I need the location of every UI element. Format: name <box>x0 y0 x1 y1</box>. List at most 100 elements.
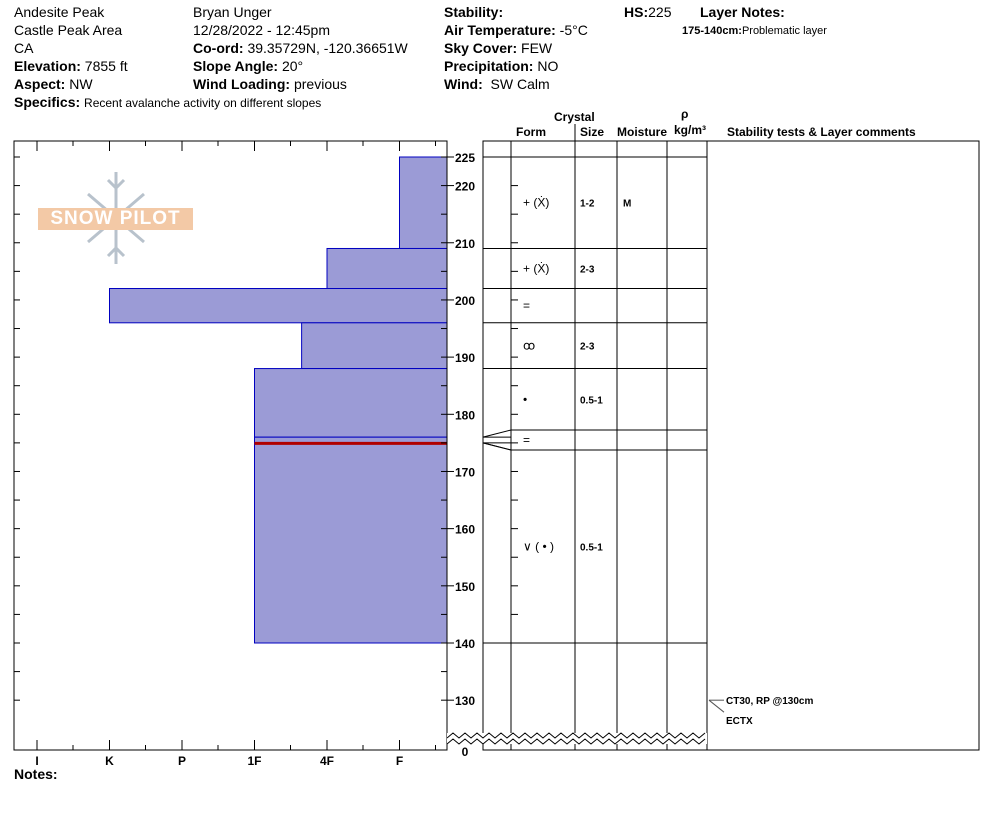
crystal-form: ꝏ <box>523 339 535 353</box>
hardness-bar <box>399 156 448 249</box>
notes-label: Notes: <box>14 766 58 782</box>
crystal-form: = <box>523 433 530 447</box>
elevation-label: Elevation: <box>14 58 81 74</box>
air-temp-label: Air Temperature: <box>444 22 556 38</box>
axis-break-zigzag <box>446 732 706 739</box>
crystal-form: + (Ẋ) <box>523 261 549 275</box>
sky-value: FEW <box>521 40 553 56</box>
precip-value: NO <box>537 58 559 74</box>
hardness-tick-label: 4F <box>320 754 334 768</box>
size-header: Size <box>580 125 605 139</box>
depth-tick-label: 150 <box>455 580 475 594</box>
stability-label: Stability: <box>444 4 504 20</box>
test-arrow-icon <box>708 699 725 713</box>
crystal-size: 1-2 <box>580 199 595 210</box>
layer-note: 175-140cm:Problematic layer <box>682 22 827 40</box>
stability-test: CT30, RP @130cm <box>726 696 813 707</box>
hardness-bar <box>326 247 448 290</box>
datetime: 12/28/2022 - 12:45pm <box>193 22 330 38</box>
depth-tick-label: 210 <box>455 237 475 251</box>
depth-tick-label: 190 <box>455 351 475 365</box>
layer-note-text: Problematic layer <box>741 25 827 37</box>
area: Castle Peak Area <box>14 22 123 38</box>
slope: Slope Angle: 20° <box>193 57 303 75</box>
specifics-value: Recent avalanche activity on different s… <box>84 96 322 110</box>
specifics: Specifics: Recent avalanche activity on … <box>14 93 321 112</box>
crystal-form: • <box>523 392 527 406</box>
location: Andesite Peak <box>14 4 105 20</box>
crystal-size: 0.5-1 <box>580 395 603 406</box>
depth-tick-label: 130 <box>455 694 475 708</box>
moisture-header: Moisture <box>617 125 668 139</box>
logo-text: SNOW PILOT <box>38 208 193 230</box>
crystal-form: ∨ ( • ) <box>523 540 554 554</box>
elevation-value: 7855 ft <box>84 58 128 74</box>
snow-pilot-logo: SNOW PILOT <box>38 170 193 265</box>
hardness-plot-frame <box>13 140 448 751</box>
crystal-form: + (Ẋ) <box>523 196 549 210</box>
layer-note-range: 175-140cm: <box>682 25 742 37</box>
depth-connector <box>482 442 512 451</box>
hs-value: 225 <box>648 4 672 20</box>
depth-tick-label: 160 <box>455 523 475 537</box>
depth-tick-label: 220 <box>455 180 475 194</box>
coord-label: Co-ord: <box>193 40 244 56</box>
layer-notes-label: Layer Notes: <box>700 4 785 20</box>
wind-label: Wind: <box>444 76 483 92</box>
coord-value: 39.35729N, -120.36651W <box>247 40 408 56</box>
axis-break-mask <box>447 733 707 744</box>
depth-tick-label: 170 <box>455 465 475 479</box>
hardness-tick-label: P <box>178 754 186 768</box>
sky-cover: Sky Cover: FEW <box>444 39 552 57</box>
hardness-tick-label: K <box>105 754 114 768</box>
hardness-tick-label: 1F <box>247 754 261 768</box>
hardness-bar <box>254 442 448 644</box>
hardness-bar <box>109 288 448 324</box>
precip-label: Precipitation: <box>444 58 534 74</box>
hs: HS:225 <box>624 3 671 21</box>
axis-break-zigzag <box>446 738 706 745</box>
aspect-label: Aspect: <box>14 76 66 92</box>
slope-value: 20° <box>281 58 304 74</box>
state: CA <box>14 40 34 56</box>
air-temp-value: -5°C <box>559 22 588 38</box>
crystal-header: Crystal <box>554 110 595 124</box>
depth-tick-label: 140 <box>455 637 475 651</box>
wind-value: SW Calm <box>490 76 550 92</box>
density-header: kg/m³ <box>674 123 707 137</box>
elevation: Elevation: 7855 ft <box>14 57 128 75</box>
sky-label: Sky Cover: <box>444 40 518 56</box>
depth-tick-label: 225 <box>455 151 475 165</box>
aspect-value: NW <box>69 76 93 92</box>
wind-loading-label: Wind Loading: <box>193 76 291 92</box>
hardness-tick-label: I <box>35 754 38 768</box>
form-header: Form <box>516 125 546 139</box>
moisture: M <box>623 199 631 210</box>
hardness-tick-label: F <box>396 754 403 768</box>
stability-test: ECTX <box>726 716 753 727</box>
depth-tick-label: 180 <box>455 408 475 422</box>
depth-tick-label: 0 <box>462 745 469 759</box>
crystal-size: 2-3 <box>580 342 595 353</box>
wind-loading-value: previous <box>293 76 347 92</box>
coord: Co-ord: 39.35729N, -120.36651W <box>193 39 408 57</box>
comments-header: Stability tests & Layer comments <box>727 125 916 139</box>
wind-loading: Wind Loading: previous <box>193 75 347 93</box>
hardness-bar <box>254 368 448 438</box>
rho-header: ρ <box>681 107 689 121</box>
crystal-form: = <box>523 299 530 313</box>
wind: Wind: SW Calm <box>444 75 550 93</box>
precipitation: Precipitation: NO <box>444 57 558 75</box>
crystal-size: 2-3 <box>580 264 595 275</box>
hardness-bar <box>301 322 448 370</box>
depth-connector <box>482 429 512 438</box>
air-temp: Air Temperature: -5°C <box>444 21 588 39</box>
aspect: Aspect: NW <box>14 75 93 93</box>
specifics-label: Specifics: <box>14 94 81 110</box>
slope-label: Slope Angle: <box>193 58 279 74</box>
depth-tick-label: 200 <box>455 294 475 308</box>
table-frame <box>482 140 980 751</box>
crystal-size: 0.5-1 <box>580 543 603 554</box>
